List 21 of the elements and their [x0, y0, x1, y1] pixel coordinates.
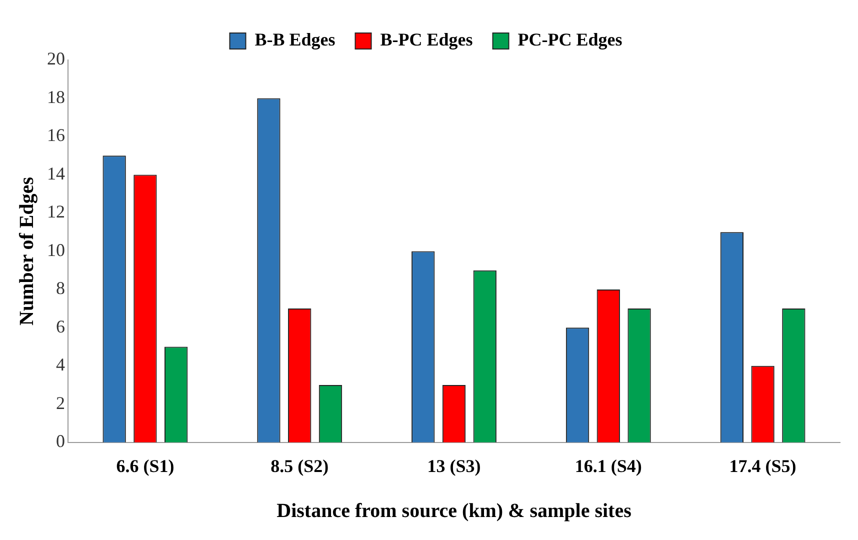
y-tick-label: 14	[47, 163, 65, 184]
x-tick-label: 6.6 (S1)	[116, 456, 174, 476]
y-tick-label: 12	[47, 202, 65, 222]
x-axis-title: Distance from source (km) & sample sites	[276, 500, 632, 522]
legend-label: PC-PC Edges	[518, 30, 622, 50]
y-tick-label: 4	[56, 354, 65, 375]
x-tick-label: 16.1 (S4)	[574, 456, 642, 476]
x-tick-label: 17.4 (S5)	[729, 456, 796, 476]
y-tick-label: 10	[47, 240, 65, 260]
y-tick-label: 18	[47, 86, 65, 107]
x-tick-label: 13 (S3)	[427, 456, 481, 476]
y-tick-label: 6	[56, 316, 65, 336]
y-tick-label: 20	[47, 48, 65, 69]
legend-label: B-PC Edges	[380, 30, 473, 50]
y-tick-label: 2	[56, 392, 65, 413]
y-tick-label: 8	[56, 278, 65, 298]
legend-label: B-B Edges	[254, 30, 336, 50]
y-tick-label: 0	[56, 431, 65, 452]
x-tick-label: 8.5 (S2)	[270, 456, 329, 476]
y-axis-title: Number of Edges	[16, 176, 38, 326]
y-tick-label: 16	[47, 125, 65, 146]
